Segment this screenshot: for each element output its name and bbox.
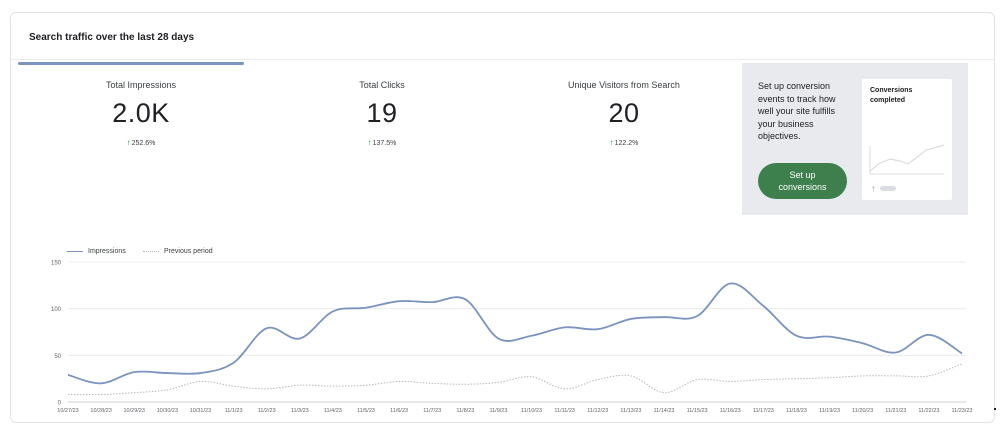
mini-line xyxy=(869,144,945,172)
metric-delta-value: 122.2% xyxy=(614,140,639,147)
metric-delta: ↑122.2% xyxy=(514,138,734,147)
arrow-up-icon: ↑ xyxy=(126,138,131,147)
legend-label: Impressions xyxy=(88,248,126,255)
metric-value: 20 xyxy=(608,98,640,128)
metric-delta-value: 252.6% xyxy=(131,140,156,147)
legend-swatch-previous xyxy=(143,251,159,252)
arrow-up-icon: ↑ xyxy=(367,138,372,147)
legend-item-previous: Previous period xyxy=(143,248,213,255)
metric-delta-value: 137.5% xyxy=(372,140,397,147)
arrow-up-icon: ↑ xyxy=(609,138,614,147)
legend-item-impressions: Impressions xyxy=(67,248,126,255)
conversions-preview-card: Conversions completed ↑ xyxy=(862,79,952,200)
card-divider xyxy=(11,59,994,60)
metric-total-clicks[interactable]: Total Clicks 19 ↑137.5% xyxy=(272,80,492,147)
mini-card-title: Conversions completed xyxy=(870,87,913,104)
stray-dot xyxy=(994,408,996,410)
metric-delta: ↑137.5% xyxy=(272,138,492,147)
set-up-conversions-button[interactable]: Set up conversions xyxy=(758,163,847,199)
mini-arrow-up-icon: ↑ xyxy=(870,185,877,194)
legend-swatch-impressions xyxy=(67,251,83,252)
metric-label: Unique Visitors from Search xyxy=(568,80,680,90)
legend-label: Previous period xyxy=(164,248,213,255)
metric-label: Total Impressions xyxy=(105,80,177,90)
conversions-promo: Set up conversion events to track how we… xyxy=(742,63,968,215)
metric-delta: ↑252.6% xyxy=(31,138,251,147)
metric-value: 19 xyxy=(366,98,398,128)
promo-text: Set up conversion events to track how we… xyxy=(758,81,836,141)
card-title: Search traffic over the last 28 days xyxy=(29,32,195,43)
selected-metric-indicator xyxy=(18,62,244,65)
metric-unique-visitors[interactable]: Unique Visitors from Search 20 ↑122.2% xyxy=(514,80,734,147)
metric-value: 2.0K xyxy=(112,98,170,128)
metric-total-impressions[interactable]: Total Impressions 2.0K ↑252.6% xyxy=(31,80,251,147)
conversions-sparkline: ↑ xyxy=(869,144,945,194)
metric-label: Total Clicks xyxy=(359,80,405,90)
mini-placeholder-pill xyxy=(880,186,896,191)
